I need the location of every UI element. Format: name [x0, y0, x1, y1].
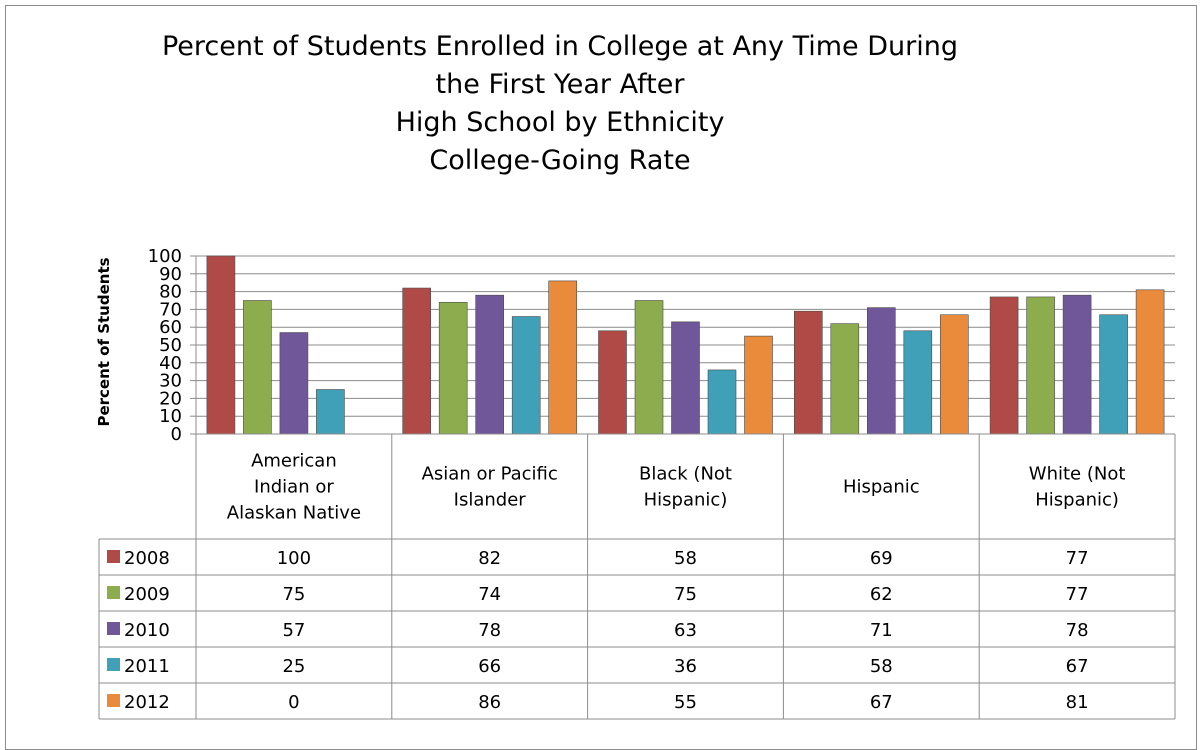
- category-label: Black (Not: [639, 464, 732, 485]
- category-label: Indian or: [254, 477, 334, 498]
- category-label: White (Not: [1029, 464, 1126, 485]
- legend-label: 2012: [124, 692, 170, 713]
- category-label: Hispanic: [843, 477, 920, 498]
- legend-label: 2008: [124, 548, 170, 569]
- data-cell: 78: [478, 620, 501, 641]
- legend-swatch-2012: [107, 694, 120, 707]
- legend-label: 2010: [124, 620, 170, 641]
- data-cell: 77: [1066, 548, 1089, 569]
- data-cell: 77: [1066, 584, 1089, 605]
- bar-2010: [672, 322, 700, 434]
- legend-label: 2011: [124, 656, 170, 677]
- data-cell: 69: [870, 548, 893, 569]
- bar-2011: [512, 317, 540, 434]
- data-cell: 62: [870, 584, 893, 605]
- bar-2012: [1136, 290, 1164, 434]
- bar-2010: [476, 295, 504, 434]
- legend-swatch-2011: [107, 658, 120, 671]
- category-label: Hispanic): [1035, 490, 1119, 511]
- data-cell: 75: [282, 584, 305, 605]
- legend-label: 2009: [124, 584, 170, 605]
- data-cell: 58: [870, 656, 893, 677]
- y-tick-label: 100: [148, 246, 182, 267]
- bar-2009: [831, 324, 859, 434]
- category-label: American: [251, 451, 337, 472]
- bar-2008: [403, 288, 431, 434]
- legend-swatch-2010: [107, 622, 120, 635]
- bar-2012: [549, 281, 577, 434]
- data-cell: 75: [674, 584, 697, 605]
- category-label: Alaskan Native: [227, 503, 361, 524]
- data-cell: 67: [1066, 656, 1089, 677]
- legend-swatch-2008: [107, 550, 120, 563]
- bar-2010: [1063, 295, 1091, 434]
- legend-swatch-2009: [107, 586, 120, 599]
- bar-2009: [1027, 297, 1055, 434]
- bar-2009: [243, 301, 271, 435]
- bar-2009: [439, 302, 467, 434]
- category-label: Hispanic): [644, 490, 728, 511]
- data-cell: 100: [277, 548, 311, 569]
- data-cell: 0: [288, 692, 299, 713]
- bar-2011: [904, 331, 932, 434]
- bar-2011: [708, 370, 736, 434]
- data-cell: 58: [674, 548, 697, 569]
- bar-2008: [990, 297, 1018, 434]
- data-cell: 55: [674, 692, 697, 713]
- bar-2012: [745, 336, 773, 434]
- bar-2011: [1100, 315, 1128, 434]
- data-cell: 74: [478, 584, 501, 605]
- data-cell: 78: [1066, 620, 1089, 641]
- data-cell: 25: [282, 656, 305, 677]
- bar-2008: [599, 331, 627, 434]
- data-cell: 63: [674, 620, 697, 641]
- data-cell: 82: [478, 548, 501, 569]
- bar-2010: [867, 308, 895, 434]
- bar-2009: [635, 301, 663, 435]
- data-cell: 71: [870, 620, 893, 641]
- data-cell: 57: [282, 620, 305, 641]
- bar-2012: [940, 315, 968, 434]
- data-cell: 86: [478, 692, 501, 713]
- data-cell: 81: [1066, 692, 1089, 713]
- bar-2010: [280, 333, 308, 434]
- bar-2011: [316, 390, 344, 435]
- bar-2008: [207, 256, 235, 434]
- category-label: Asian or Pacific: [422, 464, 558, 485]
- data-cell: 36: [674, 656, 697, 677]
- bar-2008: [794, 311, 822, 434]
- data-cell: 67: [870, 692, 893, 713]
- data-cell: 66: [478, 656, 501, 677]
- category-label: Islander: [454, 490, 527, 511]
